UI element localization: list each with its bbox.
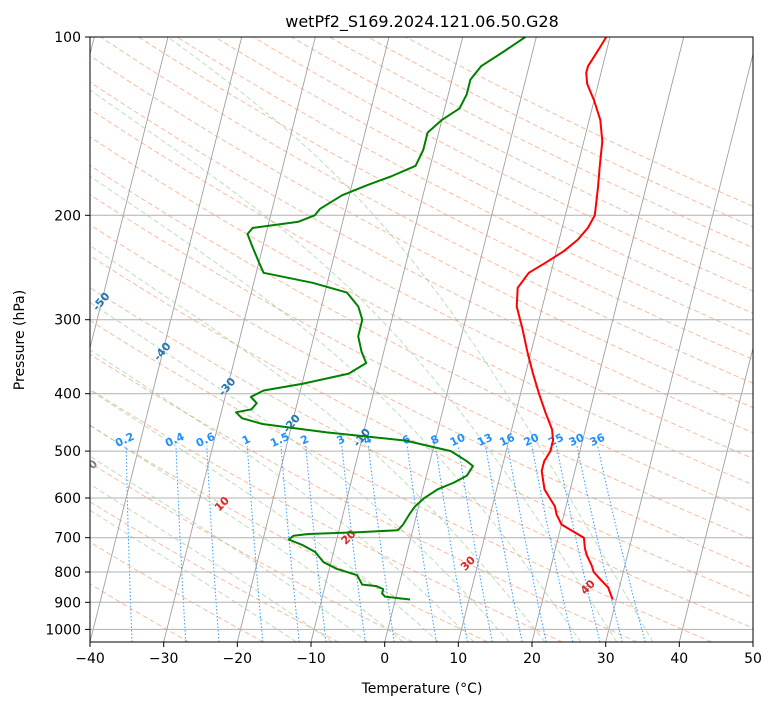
mixing-ratio-line [435, 445, 468, 642]
dry-adiabat [176, 37, 753, 337]
y-tick-label: 100 [54, 30, 81, 46]
isotherm-line [90, 37, 169, 350]
isotherm-line [457, 37, 611, 642]
mixing-ratio-line [485, 445, 523, 642]
dry-adiabat [90, 388, 563, 642]
isotherm-line [90, 37, 243, 642]
x-tick-label: 50 [744, 651, 762, 667]
mixing-ratio-line [246, 445, 264, 642]
x-tick-label: 40 [670, 651, 688, 667]
mixing-ratio-line [367, 445, 395, 642]
mixing-ratio-line [507, 445, 547, 642]
moist-adiabat [90, 389, 439, 642]
background-lines [90, 37, 753, 642]
x-tick-label: −40 [75, 651, 105, 667]
mixing-ratio-line [576, 445, 623, 642]
isotherm-line [310, 37, 464, 642]
y-tick-label: 200 [54, 208, 81, 224]
series-line-1 [235, 37, 526, 601]
x-tick-label: 20 [523, 651, 541, 667]
moist-adiabat [90, 483, 333, 642]
x-tick-label: 30 [597, 651, 615, 667]
isotherm-line [531, 37, 685, 642]
mixing-ratio-line [175, 445, 187, 642]
dry-adiabat [90, 319, 712, 642]
mixing-ratio-line [531, 445, 574, 642]
chart-title: wetPf2_S169.2024.121.06.50.G28 [285, 12, 559, 32]
mixing-ratio-line [125, 445, 133, 642]
x-tick-label: 10 [449, 651, 467, 667]
moist-adiabat [90, 175, 582, 642]
y-tick-label: 700 [54, 531, 81, 547]
mixing-ratio-line [597, 445, 646, 642]
dry-adiabat [252, 37, 753, 292]
series-layer [235, 37, 614, 601]
moist-adiabat [90, 349, 475, 642]
moist-adiabat [90, 244, 546, 642]
moist-adiabat [167, 37, 654, 642]
dry-adiabat [90, 583, 190, 642]
isotherm-line [236, 37, 390, 642]
isotherm-line [384, 37, 537, 642]
mixing-ratio-line [457, 445, 493, 642]
y-tick-label: 600 [54, 491, 81, 507]
dry-adiabat [100, 37, 753, 384]
y-tick-label: 300 [54, 313, 81, 329]
mixing-ratio-line [280, 445, 300, 642]
dry-adiabat-label: 0 [86, 457, 101, 472]
dry-adiabat [90, 164, 753, 513]
mixing-ratio-label: 13 [475, 431, 494, 449]
y-tick-label: 500 [54, 444, 81, 460]
mixing-ratio-line [206, 445, 220, 642]
x-tick-label: 0 [380, 651, 389, 667]
dry-adiabat [90, 136, 753, 486]
mixing-ratio-label: 30 [567, 431, 587, 449]
dry-adiabat [90, 255, 753, 599]
x-axis-label: Temperature (°C) [361, 681, 483, 697]
mixing-ratio-label: 20 [522, 431, 542, 449]
isotherm-line [605, 52, 753, 642]
moist-adiabat [90, 424, 404, 642]
dry-adiabat [90, 353, 638, 642]
series-line-0 [515, 37, 614, 600]
isotherm-line [678, 346, 753, 642]
y-tick-label: 400 [54, 387, 81, 403]
y-tick-label: 1000 [45, 622, 81, 638]
x-axis-ticks: −40 −30 −20 −10 0 10 20 30 40 50 [75, 642, 762, 667]
dry-adiabat [90, 108, 753, 460]
x-tick-label: −20 [223, 651, 253, 667]
y-tick-label: 800 [54, 565, 81, 581]
mixing-ratio-label: 10 [448, 431, 468, 449]
isotherm-line [163, 37, 316, 642]
mixing-ratio-line [556, 445, 601, 642]
mixing-ratio-label: 16 [497, 431, 517, 449]
mixing-ratio-line [406, 445, 437, 642]
y-tick-label: 900 [54, 595, 81, 611]
x-tick-label: −30 [149, 651, 179, 667]
mixing-ratio-label: 36 [588, 431, 608, 449]
dry-adiabat [138, 37, 753, 360]
dry-adiabat [90, 194, 753, 541]
dry-adiabat [214, 37, 753, 314]
plot-frame [89, 36, 754, 643]
x-tick-label: −10 [296, 651, 326, 667]
y-axis-label: Pressure (hPa) [12, 290, 28, 390]
y-axis-ticks: 1000 900 800 700 600 500 400 300 200 100 [45, 30, 90, 638]
